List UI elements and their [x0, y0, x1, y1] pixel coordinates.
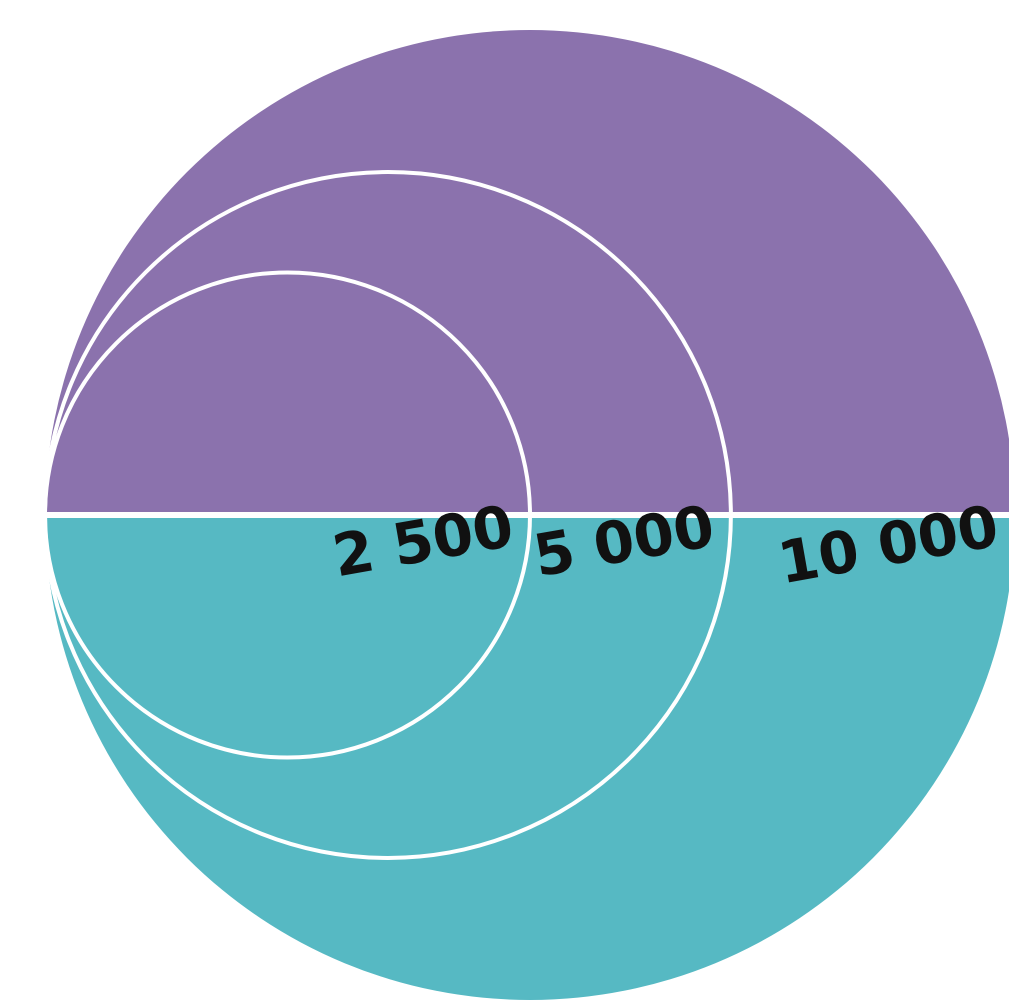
bubble-upper-half	[45, 30, 1009, 512]
bubbles-layer	[43, 30, 1009, 1000]
bubble-outline-1	[43, 270, 532, 760]
bubble-lower-half	[45, 518, 1009, 1000]
